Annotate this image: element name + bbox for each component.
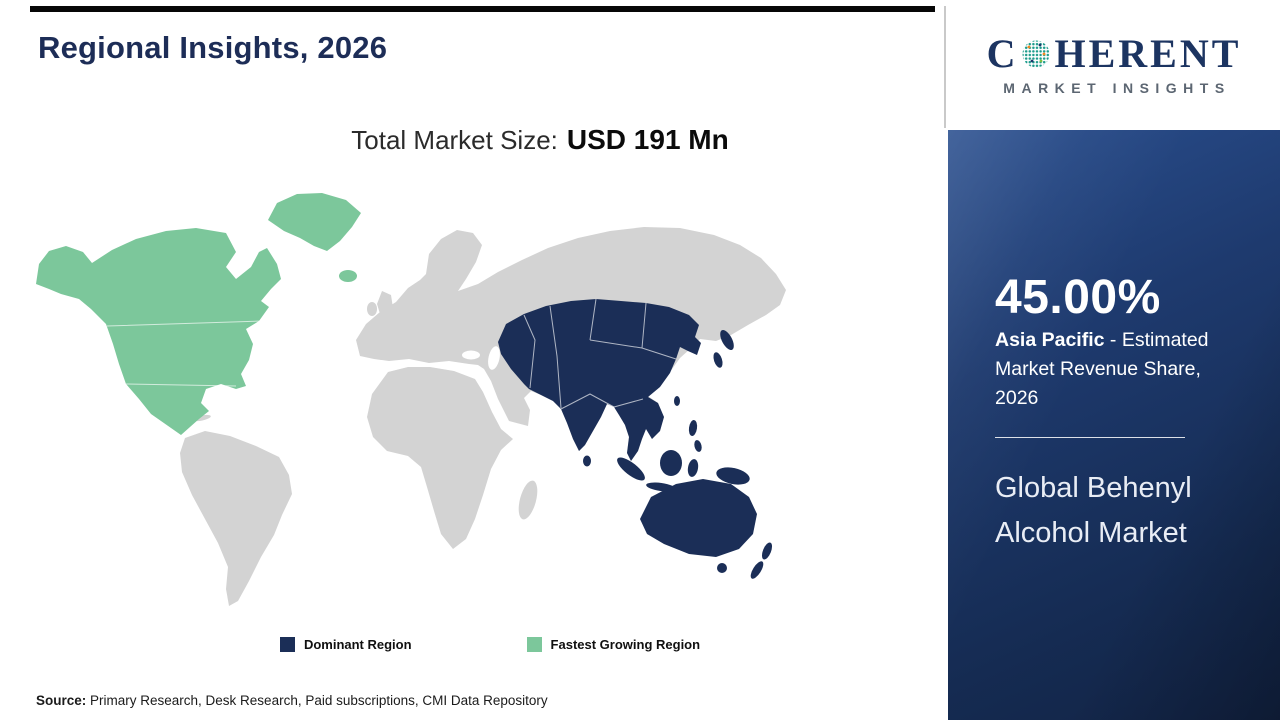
country-border-lines [106, 298, 677, 410]
map-region-australia [640, 479, 757, 557]
map-region-tasmania [717, 563, 727, 573]
stat-region-name: Asia Pacific [995, 329, 1105, 351]
brand-letters-rest: HERENT [1054, 31, 1242, 76]
source-text: Primary Research, Desk Research, Paid su… [86, 693, 548, 708]
map-region-new-zealand-south [750, 561, 764, 579]
map-region-taiwan [674, 396, 680, 406]
map-region-uk [377, 291, 393, 317]
brand-logo: C HERENT MARKET INSIGHTS [948, 0, 1280, 130]
map-region-philippines-north [688, 420, 698, 436]
stat-suffix: - Estimated Market Revenue Share, 2026 [995, 329, 1209, 409]
legend-item-dominant: Dominant Region [279, 637, 412, 652]
fastest-growing-region-swatch [526, 637, 542, 652]
black-sea [462, 350, 480, 360]
map-region-madagascar [518, 480, 538, 520]
side-panel: 45.00% Asia Pacific - Estimated Market R… [948, 130, 1280, 720]
market-name: Global Behenyl Alcohol Market [995, 472, 1192, 549]
source-label: Source: [36, 693, 87, 708]
map-region-iceland [339, 270, 357, 282]
map-region-ireland [367, 302, 377, 316]
dominant-region-swatch [279, 637, 295, 652]
legend-item-fastest: Fastest Growing Region [526, 637, 701, 652]
map-region-south-america [180, 431, 292, 606]
stat-description: Asia Pacific - Estimated Market Revenue … [995, 326, 1235, 413]
map-region-new-zealand-north [761, 542, 773, 560]
map-region-africa [367, 367, 513, 549]
caspian-sea [488, 346, 500, 370]
map-region-asia-pacific-mainland [498, 299, 701, 461]
market-size-line: Total Market Size: USD 191 Mn [70, 124, 1010, 156]
stat-value: 45.00% [995, 271, 1161, 324]
market-size-label: Total Market Size: [351, 125, 558, 155]
source-note: Source: Primary Research, Desk Research,… [36, 693, 548, 708]
brand-letter-c: C [986, 31, 1019, 76]
map-region-greenland [268, 193, 361, 251]
map-region-sumatra [617, 457, 645, 481]
map-region-japan-honshu [720, 330, 734, 350]
map-region-sulawesi [687, 459, 699, 477]
map-region-new-guinea [716, 467, 750, 485]
page-title: Regional Insights, 2026 [38, 30, 388, 65]
fastest-growing-region-label: Fastest Growing Region [550, 637, 701, 652]
world-map [36, 193, 786, 606]
brand-wordmark: C HERENT [987, 34, 1242, 74]
legend: Dominant Region Fastest Growing Region [30, 637, 950, 652]
top-accent-bar [30, 6, 935, 12]
panel-divider-line [995, 437, 1185, 438]
map-region-japan-kyushu [713, 352, 723, 368]
logo-divider-line [944, 6, 946, 128]
map-region-philippines-south [694, 440, 702, 452]
brand-tagline: MARKET INSIGHTS [1003, 80, 1231, 96]
brand-globe-icon [1022, 40, 1050, 68]
dominant-region-label: Dominant Region [303, 637, 412, 652]
market-size-value: USD 191 Mn [566, 124, 729, 155]
map-region-sri-lanka [583, 455, 591, 467]
map-region-borneo [660, 450, 682, 476]
map-region-north-america [36, 228, 281, 435]
